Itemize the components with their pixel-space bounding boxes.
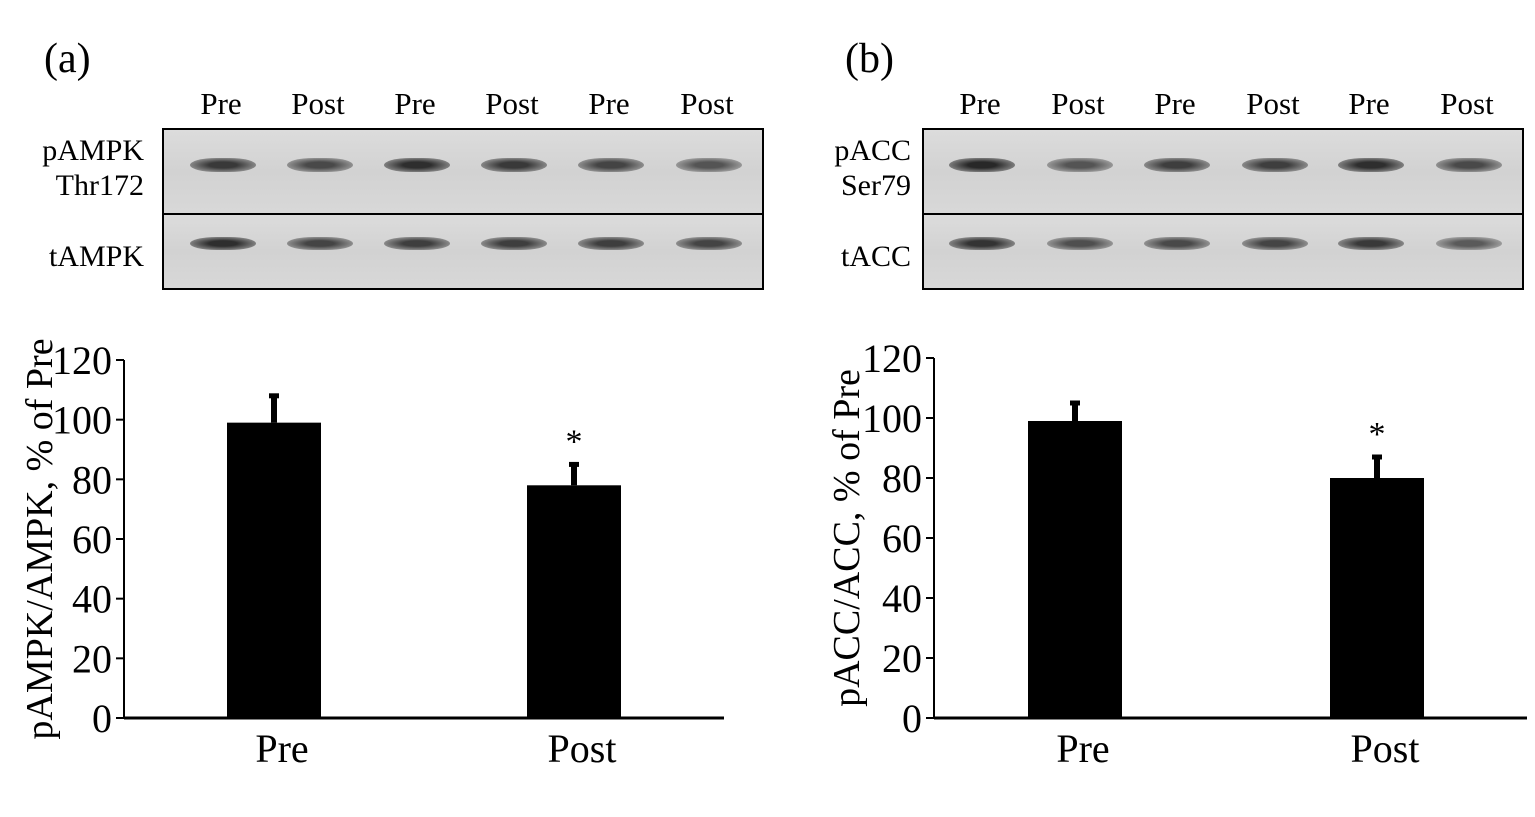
western-blot-image [162,128,764,290]
blot-band [1436,237,1502,250]
bar [1330,478,1424,718]
blot-band [1436,158,1502,172]
significance-marker: * [1369,416,1386,453]
y-tick-label: 20 [72,636,112,681]
blot-row-label-line1: tAMPK [48,240,144,273]
y-tick-label: 100 [52,398,112,443]
lane-label: Pre [394,86,436,121]
blot-row-label: tAMPK [49,240,144,275]
lane-label: Post [1246,86,1300,121]
bar-chart: 0 20 40 60 80 100 120 Pre * Post pAMPK/AMPK, % of … [19,338,724,771]
y-tick-label: 120 [862,336,922,381]
lane-label: Pre [200,86,242,121]
x-category-label: Post [548,726,617,771]
blot-divider [164,213,762,215]
blot-band [1047,237,1113,250]
blot-band [578,237,644,250]
blot-band [1047,158,1113,172]
x-category-label: Post [1351,726,1420,771]
blot-band [287,237,353,250]
blot-row-label-line2: Thr172 [55,168,144,202]
lane-label: Pre [959,86,1001,121]
y-tick-label: 40 [882,576,922,621]
lane-label: Post [485,86,539,121]
blot-band [481,237,547,250]
blot-band [1144,158,1210,172]
blot-row-label: pACC Ser79 [834,134,911,203]
significance-marker: * [566,423,583,460]
blot-band [287,158,353,172]
bar [227,422,321,718]
y-tick-label: 60 [882,516,922,561]
y-axis-label: pAMPK/AMPK, % of Pre [19,338,61,739]
blot-band [949,158,1015,172]
lane-label: Post [680,86,734,121]
blot-band [481,158,547,172]
bar [527,485,621,718]
panel-label: (a) [44,36,91,82]
y-axis-label: pACC/ACC, % of Pre [826,369,868,707]
x-category-label: Pre [1056,726,1109,771]
blot-row [164,130,762,213]
blot-row-label-line1: tACC [840,240,911,273]
blot-band [1338,158,1404,172]
lane-label: Post [1051,86,1105,121]
blot-band [578,158,644,172]
blot-divider [924,213,1522,215]
lane-label: Post [291,86,345,121]
y-tick-label: 0 [92,696,112,741]
blot-band [1242,237,1308,250]
blot-band [384,237,450,250]
blot-row-label: tACC [841,240,911,275]
blot-band [190,158,256,172]
y-tick-label: 80 [882,456,922,501]
x-category-label: Pre [255,726,308,771]
y-tick-label: 20 [882,636,922,681]
lane-label: Post [1440,86,1494,121]
y-tick-label: 60 [72,517,112,562]
panel-label: (b) [845,36,894,82]
y-tick-label: 100 [862,396,922,441]
lane-label: Pre [588,86,630,121]
blot-row [164,215,762,288]
blot-row-label-line1: pAMPK [42,134,144,167]
blot-row-label-line2: Ser79 [841,168,911,202]
blot-row [924,130,1522,213]
lane-label: Pre [1348,86,1390,121]
bar [1028,421,1122,718]
blot-band [1144,237,1210,250]
blot-row [924,215,1522,288]
y-tick-label: 40 [72,577,112,622]
y-tick-label: 80 [72,457,112,502]
blot-band [676,237,742,250]
panel-b: (b) Pre Post Pre Post Pre Post pACC Ser79 tAC… [767,0,1534,817]
y-tick-label: 120 [52,338,112,383]
panel-a: (a) Pre Post Pre Post Pre Post pAMPK Thr172 t… [0,0,767,817]
blot-band [1338,237,1404,250]
blot-row-label: pAMPK Thr172 [42,134,144,203]
blot-band [190,237,256,250]
blot-band [676,158,742,172]
bar-chart: 0 20 40 60 80 100 120 Pre * Post pACC/ACC, % of Pr… [826,336,1527,771]
y-tick-label: 0 [902,696,922,741]
western-blot-image [922,128,1524,290]
lane-label: Pre [1154,86,1196,121]
blot-band [384,158,450,172]
blot-band [1242,158,1308,172]
blot-band [949,237,1015,250]
blot-row-label-line1: pACC [834,134,911,167]
